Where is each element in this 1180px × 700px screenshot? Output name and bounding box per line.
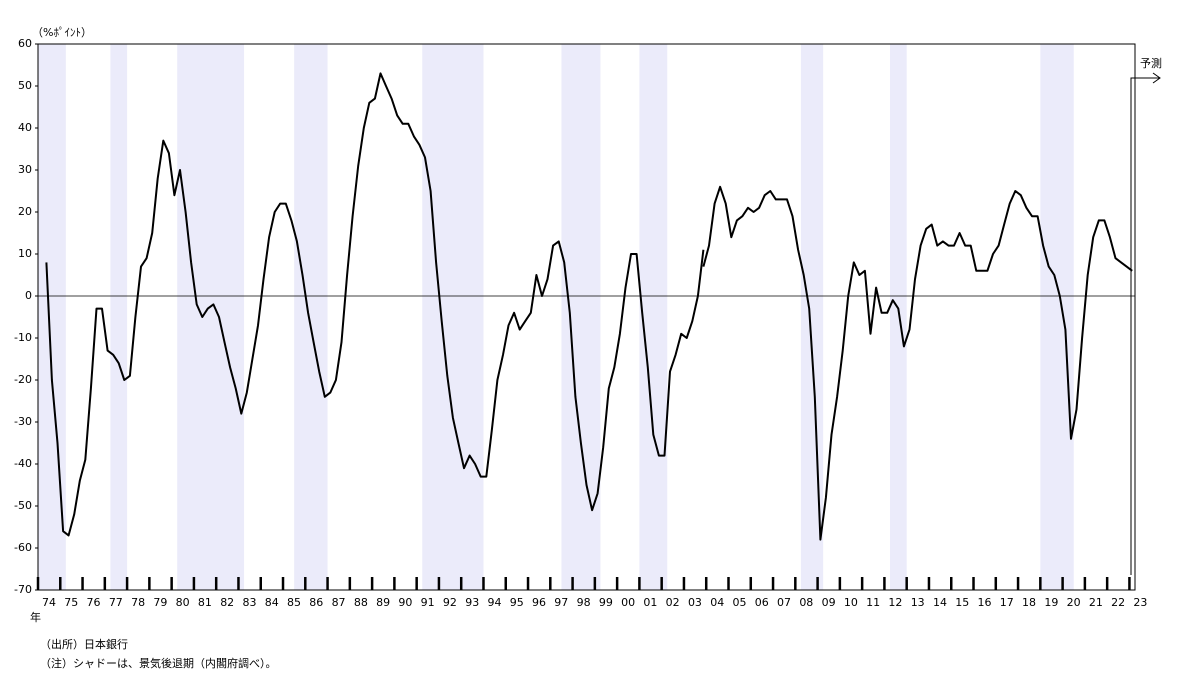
- x-tick-label: 83: [242, 596, 256, 609]
- x-tick-label: 23: [1133, 596, 1147, 609]
- y-tick-label: -40: [14, 457, 32, 470]
- shaded-period: [639, 44, 668, 590]
- y-tick-label: 30: [18, 163, 32, 176]
- y-tick-label: -50: [14, 499, 32, 512]
- shaded-period: [294, 44, 328, 590]
- x-tick-label: 06: [755, 596, 769, 609]
- x-tick-label: 00: [621, 596, 635, 609]
- x-tick-label: 93: [465, 596, 479, 609]
- x-tick-label: 84: [265, 596, 279, 609]
- shaded-period: [1040, 44, 1074, 590]
- data-line: [702, 185, 1133, 541]
- x-tick-label: 88: [354, 596, 368, 609]
- x-tick-label: 18: [1022, 596, 1036, 609]
- y-tick-label: -70: [14, 583, 32, 596]
- x-tick-label: 13: [911, 596, 925, 609]
- x-tick-label: 02: [666, 596, 680, 609]
- x-tick-label: 99: [599, 596, 613, 609]
- y-unit: （%ﾎﾟｲﾝﾄ）: [32, 26, 92, 39]
- x-tick-label: 81: [198, 596, 212, 609]
- x-tick-label: 14: [933, 596, 947, 609]
- x-tick-label: 21: [1089, 596, 1103, 609]
- x-tick-label: 10: [844, 596, 858, 609]
- y-tick-label: 40: [18, 121, 32, 134]
- y-tick-label: 0: [25, 289, 32, 302]
- x-tick-label: 05: [732, 596, 746, 609]
- x-tick-label: 75: [64, 596, 78, 609]
- x-tick-label: 85: [287, 596, 301, 609]
- x-tick-label: 77: [109, 596, 123, 609]
- x-tick-label: 98: [577, 596, 591, 609]
- annotation: 予測: [1140, 56, 1162, 70]
- x-tick-label: 79: [153, 596, 167, 609]
- note: （注）シャドーは、景気後退期（内閣府調べ）。: [40, 656, 277, 670]
- y-tick-label: -30: [14, 415, 32, 428]
- x-tick-label: 16: [978, 596, 992, 609]
- x-tick-label: 07: [777, 596, 791, 609]
- x-tick-label: 95: [510, 596, 524, 609]
- x-tick-label: 94: [487, 596, 501, 609]
- x-tick-label: 01: [643, 596, 657, 609]
- x-tick-label: 96: [532, 596, 546, 609]
- x-tick-label: 11: [866, 596, 880, 609]
- x-tick-label: 09: [822, 596, 836, 609]
- shaded-period: [110, 44, 128, 590]
- x-tick-label: 80: [176, 596, 190, 609]
- y-tick-label: 10: [18, 247, 32, 260]
- y-tick-label: 60: [18, 37, 32, 50]
- x-tick-label: 76: [87, 596, 101, 609]
- x-tick-label: 12: [888, 596, 902, 609]
- x-tick-label: 87: [332, 596, 346, 609]
- x-tick-label: 22: [1111, 596, 1125, 609]
- shaded-period: [889, 44, 907, 590]
- x-tick-label: 15: [955, 596, 969, 609]
- shaded-period: [561, 44, 601, 590]
- x-tick-label: 90: [398, 596, 412, 609]
- note: （出所）日本銀行: [40, 637, 128, 651]
- x-tick-label: 04: [710, 596, 724, 609]
- x-tick-label: 08: [799, 596, 813, 609]
- x-tick-label: 82: [220, 596, 234, 609]
- x-unit: 年: [30, 610, 41, 624]
- x-tick-label: 74: [42, 596, 56, 609]
- x-tick-label: 89: [376, 596, 390, 609]
- x-tick-label: 91: [421, 596, 435, 609]
- data-line: [45, 72, 705, 537]
- x-tick-label: 17: [1000, 596, 1014, 609]
- x-tick-label: 20: [1067, 596, 1081, 609]
- y-tick-label: 20: [18, 205, 32, 218]
- y-tick-label: -10: [14, 331, 32, 344]
- forecast-arrow: [1130, 72, 1161, 575]
- x-tick-label: 19: [1044, 596, 1058, 609]
- y-tick-label: 50: [18, 79, 32, 92]
- y-tick-label: -60: [14, 541, 32, 554]
- shaded-period: [177, 44, 245, 590]
- x-tick-label: 92: [443, 596, 457, 609]
- y-tick-label: -20: [14, 373, 32, 386]
- plot-frame: [37, 43, 1136, 591]
- x-tick-label: 78: [131, 596, 145, 609]
- x-tick-label: 86: [309, 596, 323, 609]
- x-tick-label: 03: [688, 596, 702, 609]
- x-tick-label: 97: [554, 596, 568, 609]
- shaded-period: [422, 44, 484, 590]
